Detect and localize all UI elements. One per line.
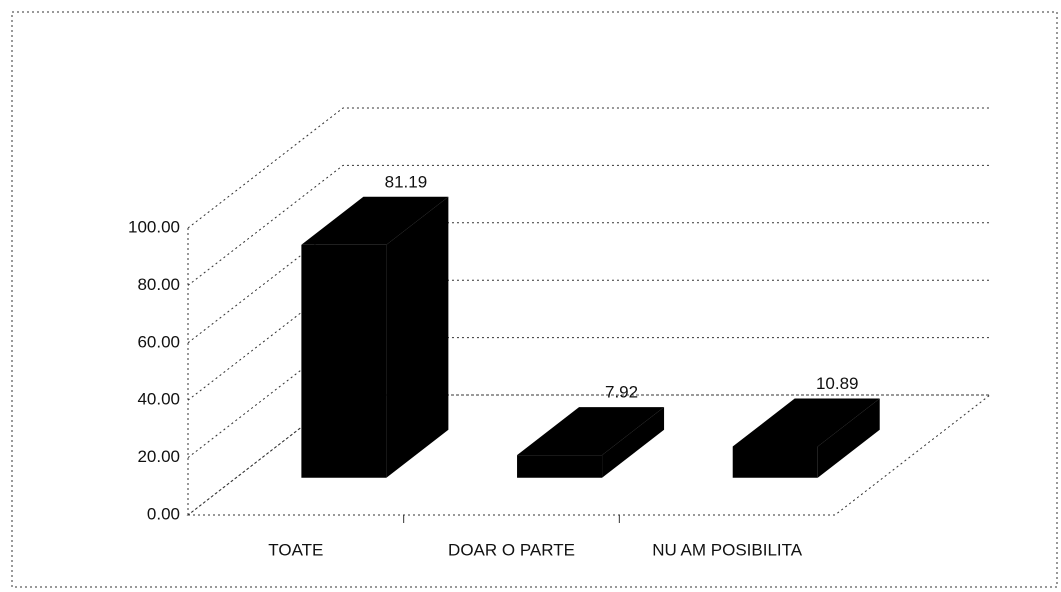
bar-top xyxy=(732,398,880,447)
y-tick-label: 100.00 xyxy=(128,217,180,236)
bar-front xyxy=(517,455,603,478)
bar-side xyxy=(602,407,665,478)
y-tick-label: 80.00 xyxy=(137,275,180,294)
y-tick-label: 40.00 xyxy=(137,390,180,409)
bar-front xyxy=(301,244,387,478)
bar-top xyxy=(301,196,449,245)
bar-side xyxy=(817,398,880,478)
y-tick-label: 20.00 xyxy=(137,447,180,466)
value-label: 7.92 xyxy=(605,383,638,402)
x-tick-label: DOAR O PARTE xyxy=(448,540,575,559)
grid-line xyxy=(187,107,990,229)
value-label: 10.89 xyxy=(816,374,859,393)
bar-front xyxy=(732,446,818,478)
x-tick-label: TOATE xyxy=(268,540,323,559)
y-tick-label: 0.00 xyxy=(147,504,180,523)
chart-frame xyxy=(11,11,1058,588)
x-tick-label: NU AM POSIBILITA xyxy=(652,540,803,559)
grid-line xyxy=(187,164,990,286)
bar-top xyxy=(517,407,665,456)
y-tick-label: 60.00 xyxy=(137,332,180,351)
bar-side xyxy=(386,196,449,478)
value-label: 81.19 xyxy=(385,172,428,191)
